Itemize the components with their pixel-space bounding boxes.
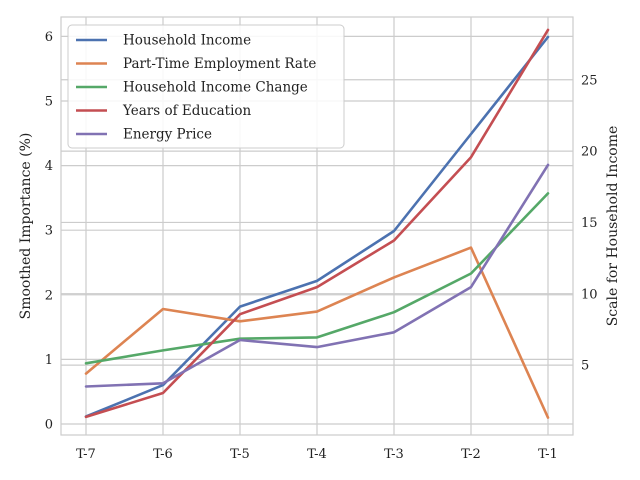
y-tick-label: 4 [45,159,53,174]
series-line [84,28,550,419]
legend-label: Household Income [123,33,251,49]
y-axis-right-label: Scale for Household Income [605,126,621,327]
y-right-tick-label: 10 [581,287,598,302]
x-tick-label: T-5 [230,447,250,462]
y-right-tick-label: 15 [581,216,598,231]
legend-label: Years of Education [122,103,252,119]
legend-label: Energy Price [123,127,212,143]
x-tick-label: T-1 [538,447,558,462]
y-tick-label: 0 [45,418,53,433]
legend-label: Part-Time Employment Rate [123,56,316,72]
tick-labels: T-7 T-6 T-5 T-4 T-3 T-2 T-1 0 1 2 3 4 5 6 5 10 15 20 25 [45,30,598,462]
y-tick-label: 1 [45,353,53,368]
legend-label: Household Income Change [123,80,308,96]
y-right-tick-label: 5 [581,359,589,374]
y-axis-label: Smoothed Importance (%) [18,133,34,320]
x-tick-label: T-2 [461,447,481,462]
legend-box [67,24,345,149]
y-right-tick-label: 20 [581,145,598,160]
y-tick-label: 6 [45,30,53,45]
x-tick-label: T-4 [307,447,327,462]
x-tick-label: T-7 [76,447,96,462]
series-line [84,163,550,388]
series-line [84,246,550,419]
legend: Household Income Part-Time Employment Rat… [67,24,345,149]
x-tick-label: T-3 [384,447,404,462]
series-line [84,192,550,365]
x-tick-label: T-6 [153,447,173,462]
y-tick-label: 5 [45,94,53,109]
y-tick-label: 3 [45,224,53,239]
y-tick-label: 2 [45,288,53,303]
y-right-tick-label: 25 [581,73,598,88]
series-lines [84,28,550,419]
series-line [84,35,550,418]
plot-area [60,16,574,436]
